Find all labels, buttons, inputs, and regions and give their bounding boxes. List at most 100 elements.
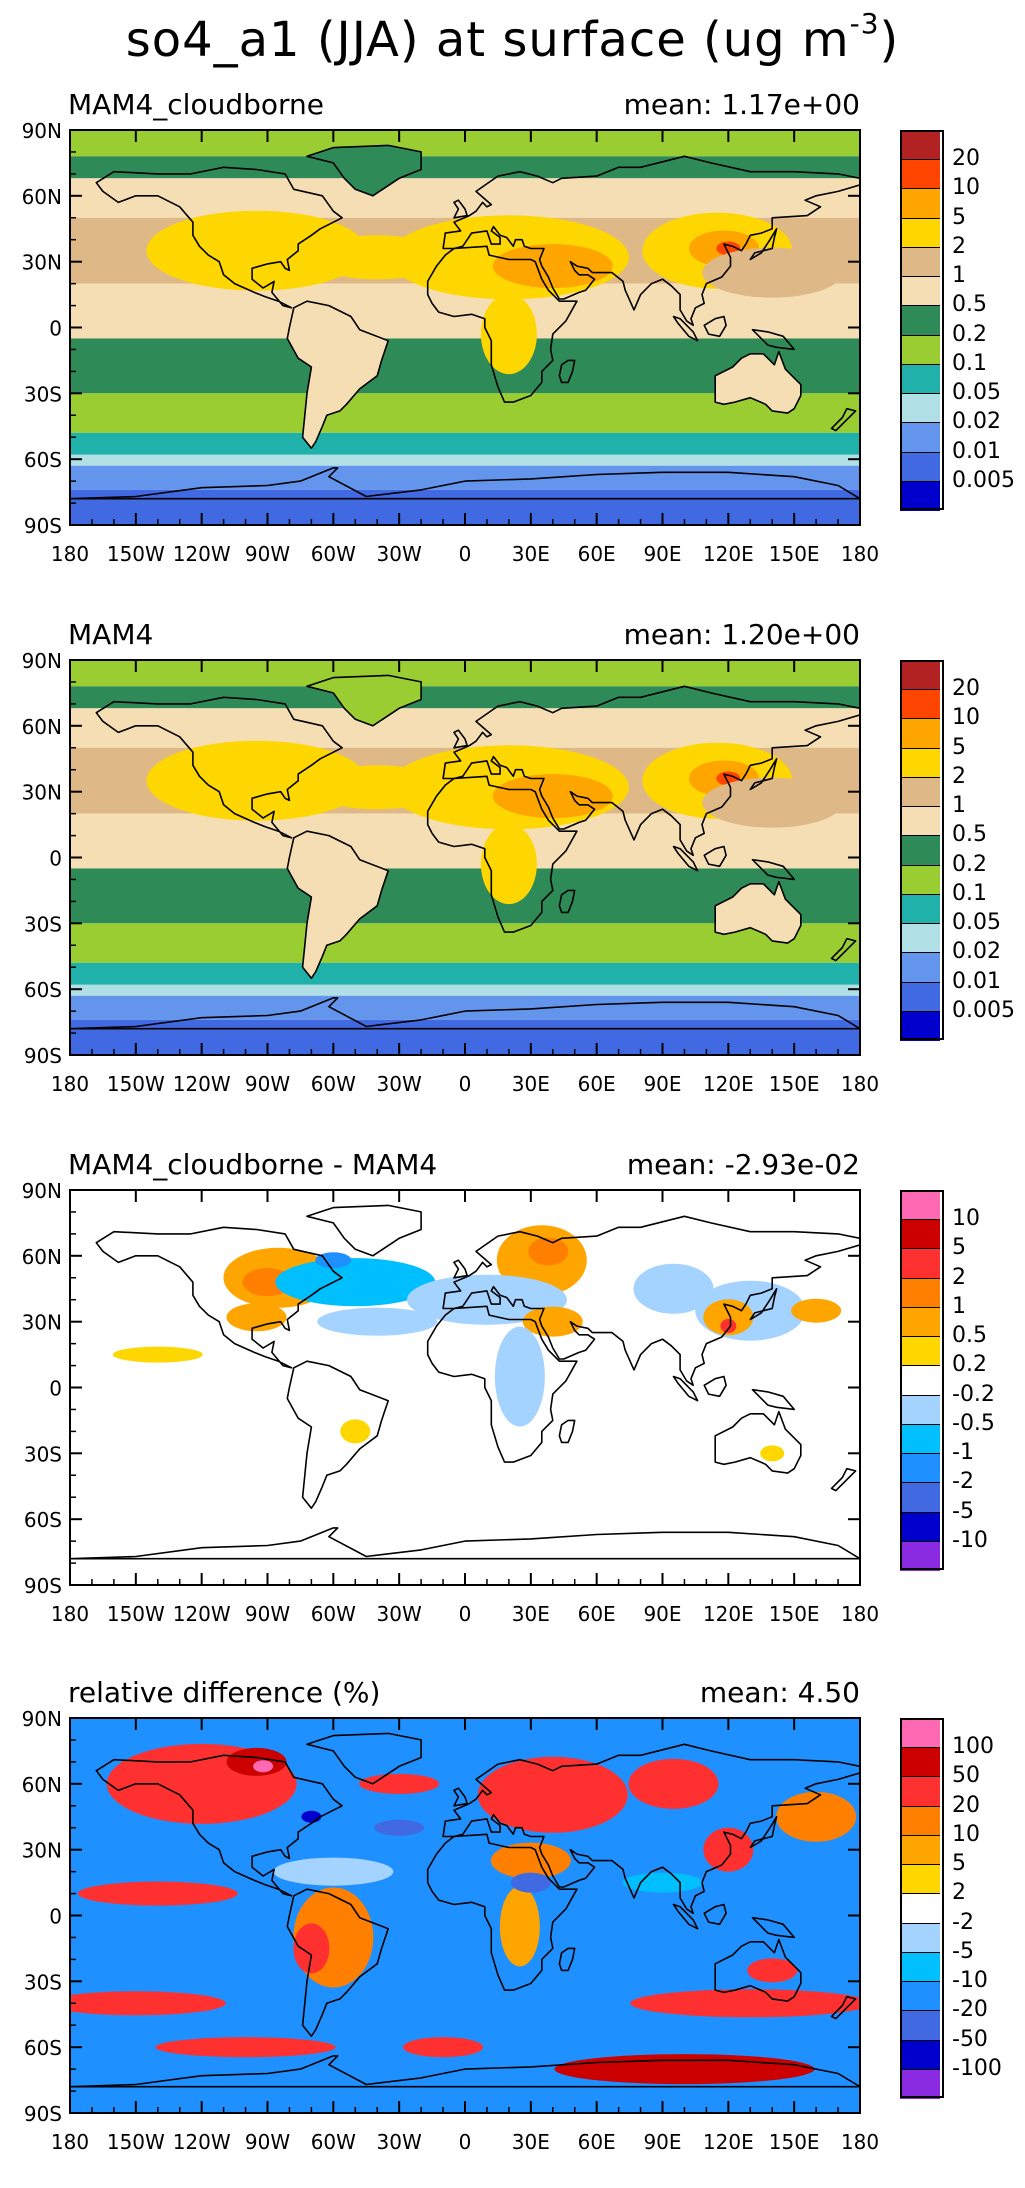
colorbar-label: 1: [952, 1293, 966, 1319]
coastline-madagascar: [558, 359, 576, 384]
field-plume-north-america: [146, 740, 367, 821]
colorbar-label: 10: [952, 175, 980, 201]
field-band-antarctic-coast: [70, 465, 860, 490]
field-diff-labrador: [315, 1252, 352, 1269]
field-diff-north-atlantic: [275, 1258, 436, 1307]
lat-label: 90N: [22, 1179, 62, 1203]
lon-label: 0: [459, 1072, 472, 1096]
colorbar-label: 5: [952, 1235, 966, 1261]
colorbar-swatch: [900, 747, 940, 778]
map-plot: 90N 60N 30N 0 30S 60S 90S 180 150W 120W 90W 60W 30W 0…: [22, 119, 880, 566]
coastline-borneo: [703, 315, 727, 338]
field-diff-mediterranean: [406, 1274, 567, 1325]
colorbar-label: 0.005: [952, 467, 1015, 493]
colorbar-label: 5: [952, 204, 966, 230]
field-band-antarctic-coast: [70, 995, 860, 1020]
colorbar-swatch: [900, 1306, 940, 1337]
lon-label: 60W: [311, 542, 356, 566]
lon-label: 120E: [703, 1602, 754, 1626]
map-panel-3: MAM4_cloudborne - MAM4 mean: -2.93e-02 90N…: [0, 1148, 1025, 1627]
lon-label: 180: [51, 1602, 89, 1626]
coastline-north-america: [95, 1226, 343, 1369]
coastline-new-zealand: [830, 1995, 857, 2020]
lon-label: 120W: [173, 2130, 231, 2154]
coastline-new-guinea: [751, 328, 795, 351]
field-plume-west-pacific: [702, 247, 843, 298]
lat-label: 0: [49, 1377, 62, 1401]
field-rel-central-africa: [499, 1886, 540, 1967]
panel-mean: mean: -2.93e-02: [626, 1148, 860, 1181]
colorbar-swatch: [900, 864, 940, 895]
colorbar-label: 1: [952, 793, 966, 819]
colorbar-swatch: [900, 1718, 940, 1748]
lon-label: 180: [51, 542, 89, 566]
map-plot: 90N 60N 30N 0 30S 60S 90S 180 150W 120W 90W 60W 30W 0…: [22, 1179, 880, 1626]
colorbar-label: -2: [952, 1469, 974, 1495]
colorbar-swatch: [900, 246, 940, 277]
field-greenland: [307, 145, 422, 196]
colorbar-swatch: [900, 276, 940, 307]
figure-title-text: so4_a1 (JJA) at surface (ug m: [125, 12, 850, 68]
lon-label: 60E: [578, 542, 616, 566]
field-rel-eurasia: [477, 1756, 628, 1833]
lon-label: 150W: [107, 1602, 165, 1626]
field-rel-atlantic-low: [374, 1819, 425, 1836]
coastline-africa: [426, 1833, 578, 1991]
colorbar-label: 2: [952, 1880, 966, 1906]
coastlines: [70, 144, 860, 500]
field-plume-west-pacific: [702, 777, 843, 828]
lon-label: 30W: [377, 542, 422, 566]
colorbar-swatch: [900, 1805, 940, 1836]
coastline-greenland: [306, 144, 422, 197]
coastline-madagascar: [558, 1419, 576, 1444]
lat-label: 90S: [24, 514, 62, 538]
lat-label: 30N: [22, 1839, 62, 1863]
colorbar-swatch: [900, 1834, 940, 1865]
colorbar-label: 0.2: [952, 321, 987, 347]
colorbar-swatch: [900, 2039, 940, 2070]
colorbar-label: 100: [952, 1734, 994, 1760]
colorbar-frame: [900, 130, 944, 510]
coastline-south-america: [286, 1888, 389, 2037]
lon-label: 90W: [245, 2130, 290, 2154]
lat-label: 30N: [22, 781, 62, 805]
colorbar-swatch: [900, 1248, 940, 1279]
field-plume-central-africa: [480, 294, 537, 375]
coastline-new-zealand: [830, 937, 857, 962]
field-diff-china: [703, 1299, 754, 1336]
field-rel-pacific-band: [77, 1881, 238, 1906]
field-australia: [715, 351, 801, 414]
field-plume-sahara: [492, 774, 613, 819]
colorbar-label: 0.5: [952, 292, 987, 318]
map-panel-4: relative difference (%) mean: 4.50 90N 60N 3…: [0, 1678, 1025, 2155]
colorbar-label: 0.01: [952, 968, 1001, 994]
field-diff-africa: [494, 1326, 545, 1427]
lat-label: 90S: [24, 1574, 62, 1598]
coastline-africa: [426, 1305, 578, 1463]
colorbar-label: 0.005: [952, 997, 1015, 1023]
lat-label: 60S: [24, 2036, 62, 2060]
colorbar-label: 5: [952, 1851, 966, 1877]
lon-label: 180: [841, 2130, 879, 2154]
lon-label: 60W: [311, 2130, 356, 2154]
panel-mean: mean: 1.17e+00: [623, 88, 860, 121]
lon-label: 120E: [703, 542, 754, 566]
lat-label: 30S: [24, 1442, 62, 1466]
lon-label: 0: [459, 2130, 472, 2154]
colorbar-swatch: [900, 1453, 940, 1484]
coastline-borneo: [703, 1903, 727, 1926]
lat-label: 60N: [22, 715, 62, 739]
field-diff-russia-core: [528, 1237, 569, 1266]
field-diff-central-asia: [633, 1263, 714, 1314]
colorbar-swatch: [900, 1010, 940, 1041]
lon-label: 150E: [769, 2130, 820, 2154]
coastline-greenland: [306, 1204, 422, 1257]
panel-title: MAM4_cloudborne - MAM4: [68, 1148, 438, 1181]
lon-label: 120W: [173, 1602, 231, 1626]
colorbar-label: 0.05: [952, 910, 1001, 936]
colorbar-label: -2: [952, 1909, 974, 1935]
colorbar-swatch: [900, 952, 940, 983]
field-diff-gulf: [226, 1303, 287, 1332]
coastline-australia: [714, 1938, 802, 2002]
colorbar-swatch: [900, 1423, 940, 1454]
